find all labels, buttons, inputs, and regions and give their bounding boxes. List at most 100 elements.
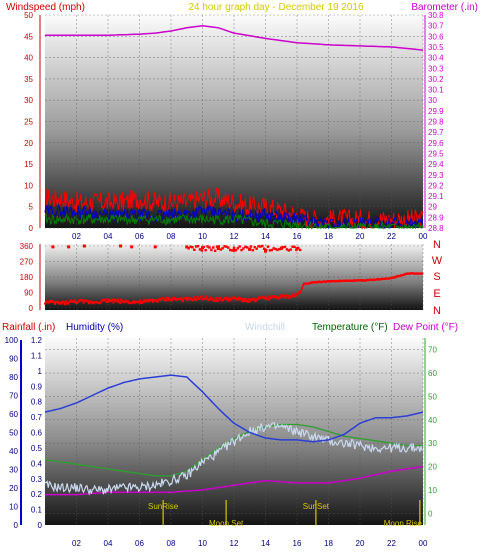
wind-direction-point bbox=[413, 272, 416, 275]
wind-direction-point bbox=[375, 278, 379, 281]
wind-direction-point bbox=[344, 279, 348, 282]
wind-direction-point bbox=[392, 276, 395, 279]
x-tick-label: 22 bbox=[387, 232, 396, 241]
wind-direction-point bbox=[261, 295, 264, 298]
compass-west: W bbox=[432, 255, 443, 267]
wind-direction-point bbox=[289, 248, 292, 251]
wind-direction-point bbox=[195, 298, 198, 302]
wind-direction-point bbox=[230, 249, 234, 252]
barometer-tick-label: 29.9 bbox=[428, 107, 444, 116]
event-label: SunSet bbox=[303, 502, 330, 511]
wind-direction-point bbox=[244, 245, 247, 248]
wind-direction-point bbox=[391, 276, 394, 279]
wind-direction-point bbox=[75, 301, 79, 304]
wind-direction-point bbox=[45, 300, 48, 303]
wind-direction-point bbox=[268, 297, 272, 300]
wind-direction-point bbox=[415, 272, 418, 275]
wind-direction-point bbox=[301, 284, 305, 287]
wind-direction-point bbox=[288, 295, 291, 298]
wind-direction-point bbox=[142, 300, 145, 303]
wind-direction-point bbox=[214, 297, 218, 300]
wind-direction-point bbox=[52, 301, 56, 304]
wind-direction-point bbox=[336, 280, 339, 283]
wind-direction-point bbox=[107, 298, 111, 301]
wind-direction-point bbox=[196, 296, 199, 299]
temperature-tick-label: 70 bbox=[428, 346, 437, 355]
wind-direction-point bbox=[99, 301, 102, 305]
x-tick-label: 20 bbox=[356, 232, 365, 241]
wind-direction-point bbox=[123, 300, 126, 304]
wind-direction-point bbox=[313, 281, 316, 284]
temperature-tick-label: 0 bbox=[428, 509, 433, 518]
wind-direction-point bbox=[200, 249, 204, 252]
wind-direction-point bbox=[386, 277, 390, 280]
wind-direction-point bbox=[239, 297, 242, 300]
x-tick-label: 00 bbox=[419, 539, 428, 548]
wind-direction-point bbox=[337, 279, 340, 282]
rainfall-tick-label: 0.4 bbox=[31, 459, 43, 468]
wind-direction-point bbox=[82, 301, 85, 304]
humidity-series bbox=[44, 374, 424, 443]
wind-direction-point bbox=[309, 281, 312, 285]
wind-direction-point bbox=[252, 297, 255, 300]
wind-direction-point bbox=[184, 297, 187, 300]
rainfall-tick-label: 0.9 bbox=[31, 382, 43, 391]
wind-direction-point bbox=[271, 295, 274, 298]
wind-direction-point bbox=[81, 299, 84, 302]
barometer-tick-label: 29.8 bbox=[428, 118, 444, 127]
wind-direction-point bbox=[91, 302, 94, 305]
wind-direction-point bbox=[137, 301, 140, 304]
wind-direction-point bbox=[296, 292, 299, 296]
wind-direction-point bbox=[359, 279, 362, 282]
wind-direction-point bbox=[199, 295, 202, 299]
wind-direction-point bbox=[284, 296, 287, 299]
wind-direction-point bbox=[206, 245, 209, 248]
wind-direction-point bbox=[287, 296, 290, 299]
rainfall-tick-label: 0.6 bbox=[31, 429, 43, 438]
wind-direction-point bbox=[221, 299, 224, 302]
wind-direction-point bbox=[189, 245, 192, 248]
wind-direction-point bbox=[264, 249, 267, 253]
wind-direction-point bbox=[274, 247, 277, 251]
wind-direction-point bbox=[315, 281, 318, 284]
wind-direction-point bbox=[275, 295, 278, 299]
temperature-tick-label: 50 bbox=[428, 392, 437, 401]
wind-direction-point bbox=[149, 299, 153, 302]
wind-direction-point bbox=[347, 279, 350, 282]
wind-direction-point bbox=[358, 279, 361, 282]
wind-direction-point bbox=[261, 244, 264, 248]
wind-direction-point bbox=[293, 295, 296, 298]
wind-direction-point bbox=[231, 297, 234, 300]
wind-direction-point bbox=[380, 278, 383, 281]
wind-direction-point bbox=[260, 296, 263, 299]
wind-direction-point bbox=[234, 249, 238, 252]
wind-direction-point bbox=[333, 280, 337, 283]
wind-direction-point bbox=[86, 300, 90, 303]
windspeed-tick-label: 40 bbox=[24, 54, 33, 63]
wind-direction-point bbox=[325, 280, 328, 283]
wind-direction-point bbox=[181, 299, 185, 303]
wind-direction-point bbox=[187, 247, 190, 250]
rainfall-tick-label: 0 bbox=[38, 521, 43, 530]
wind-direction-point bbox=[292, 295, 295, 298]
barometer-tick-label: 29.6 bbox=[428, 139, 444, 148]
wind-direction-point bbox=[112, 301, 115, 304]
wind-direction-point bbox=[211, 298, 214, 301]
wind-direction-point bbox=[341, 279, 344, 283]
humidity-tick-label: 0 bbox=[14, 521, 19, 530]
wind-direction-point bbox=[378, 278, 381, 281]
wind-direction-point bbox=[100, 300, 103, 303]
wind-direction-point bbox=[44, 302, 47, 305]
barometer-tick-label: 28.9 bbox=[428, 213, 444, 222]
wind-direction-point bbox=[352, 279, 355, 282]
barometer-tick-label: 30.4 bbox=[428, 54, 444, 63]
wind-direction-point bbox=[145, 299, 148, 302]
wind-direction-point bbox=[61, 300, 64, 303]
wind-direction-point bbox=[141, 301, 144, 304]
barometer-tick-label: 29.3 bbox=[428, 171, 444, 180]
rainfall-axis-title: Rainfall (.in) bbox=[2, 322, 55, 333]
wind-direction-point bbox=[421, 272, 424, 275]
wind-direction-point bbox=[297, 291, 300, 294]
wind-direction-point bbox=[223, 245, 226, 248]
